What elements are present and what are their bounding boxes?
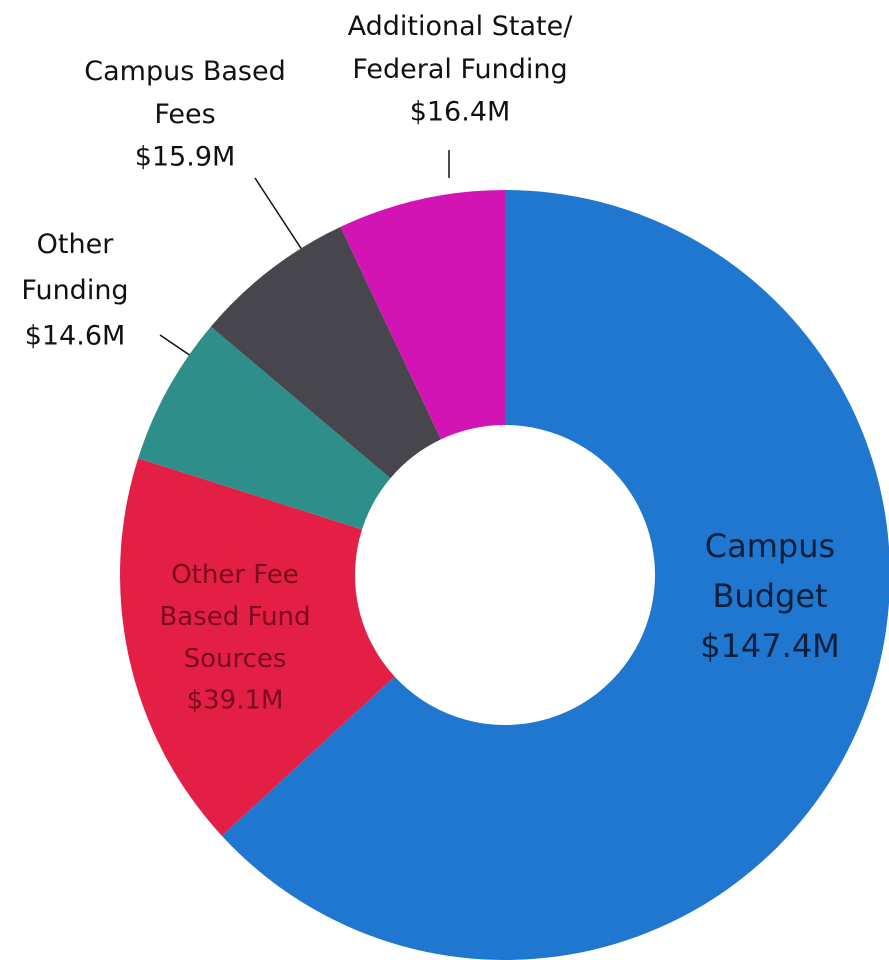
label-line: Sources	[184, 644, 287, 674]
label-line: Fees	[154, 99, 215, 130]
donut-slice	[340, 190, 505, 440]
value-label: $39.1M	[187, 686, 284, 716]
donut-slice	[119, 458, 395, 836]
label-line: Federal Funding	[352, 54, 567, 85]
donut-slice	[210, 226, 441, 479]
value-label: $16.4M	[410, 97, 511, 128]
label-line: Other	[37, 229, 115, 260]
label-line: Additional State/	[348, 11, 574, 42]
slice-label: Campus Budget	[705, 527, 835, 615]
label-line: Campus Based	[84, 56, 286, 87]
value-label: $15.9M	[135, 142, 236, 173]
label-line: Based Fund	[159, 602, 310, 632]
value-label: $14.6M	[25, 321, 126, 352]
value-label: $147.4M	[700, 627, 840, 665]
donut-slice	[138, 326, 391, 530]
label-line: Other Fee	[171, 560, 299, 590]
label-line: Campus	[705, 527, 835, 565]
slice-label: Campus Based Fees	[84, 56, 286, 130]
slice-label: Other Funding	[21, 229, 128, 306]
donut-slice	[221, 190, 889, 960]
slice-label: Other Fee Based Fund Sources	[159, 560, 310, 674]
slice-label: Additional State/Federal Funding	[348, 11, 574, 85]
label-line: Funding	[21, 275, 128, 306]
label-line: Budget	[712, 577, 827, 615]
